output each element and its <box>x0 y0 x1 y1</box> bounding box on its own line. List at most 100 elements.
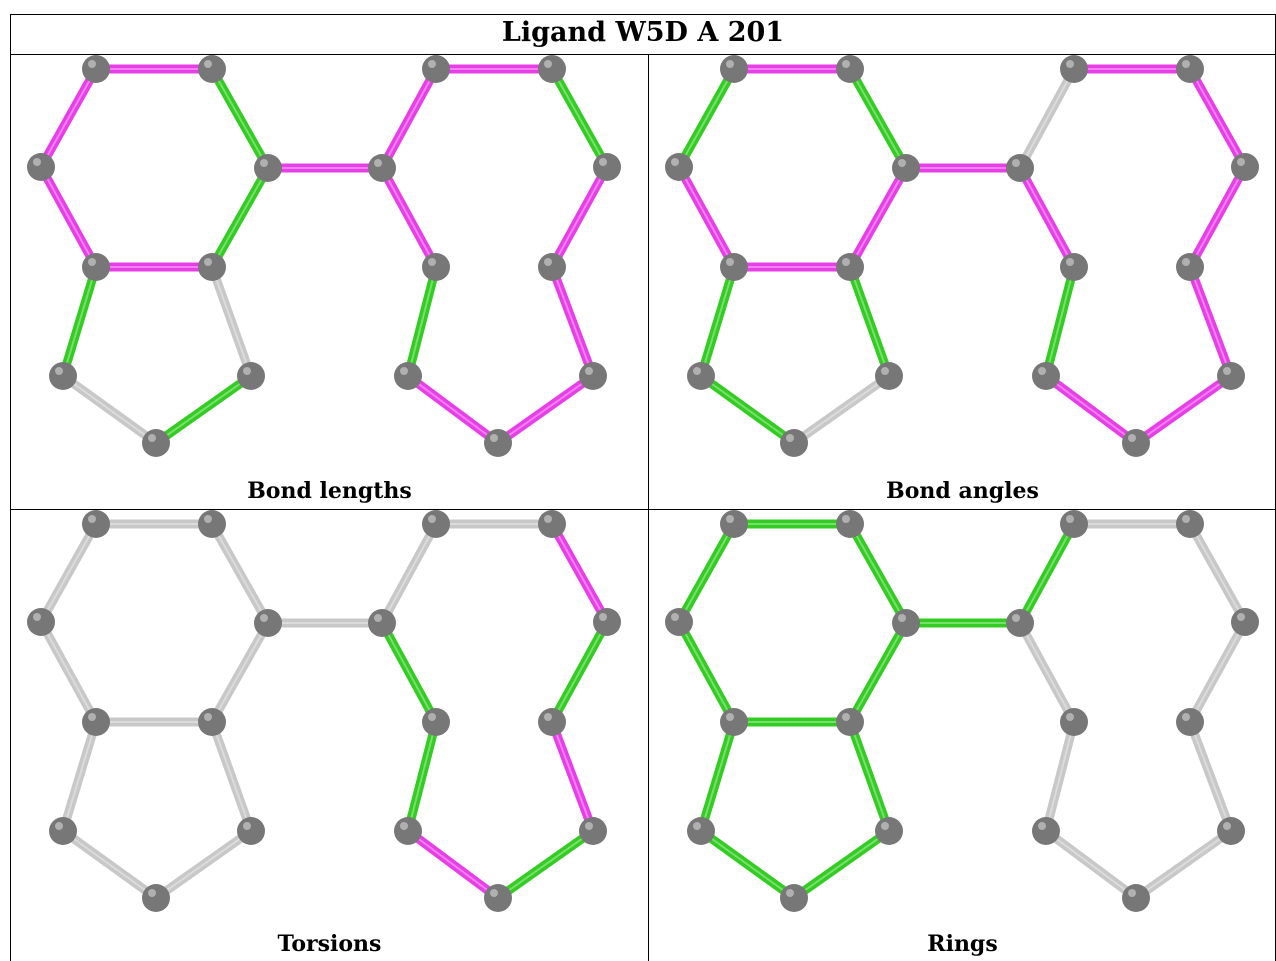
atom-shine-bond-angles-6 <box>693 367 701 375</box>
atom-shine-rings-15 <box>1038 822 1046 830</box>
atom-bond-angles-0 <box>720 55 748 83</box>
bond-highlight-bond-lengths-19 <box>551 266 594 377</box>
atom-bond-lengths-5 <box>198 253 226 281</box>
atom-shine-bond-angles-11 <box>1182 60 1190 68</box>
atom-shine-bond-lengths-1 <box>204 60 212 68</box>
atom-shine-bond-lengths-10 <box>428 60 436 68</box>
bond-torsions-17 <box>403 826 503 903</box>
atom-shine-bond-lengths-6 <box>55 367 63 375</box>
atom-shine-rings-0 <box>726 515 734 523</box>
atom-shine-rings-11 <box>1182 515 1190 523</box>
atom-rings-6 <box>687 817 715 845</box>
page-title: Ligand W5D A 201 <box>501 17 785 48</box>
bond-bond-lengths-18 <box>493 371 598 448</box>
atom-bond-angles-12 <box>1231 153 1259 181</box>
bond-bond-lengths-11 <box>377 64 441 173</box>
bond-bond-lengths-9 <box>58 371 161 448</box>
bond-highlight-rings-7 <box>700 721 735 832</box>
bond-highlight-bond-lengths-16 <box>407 266 437 377</box>
atom-bond-angles-15 <box>1032 362 1060 390</box>
bond-highlight-torsions-10 <box>155 830 252 899</box>
atom-shine-torsions-12 <box>599 613 607 621</box>
atom-shine-rings-5 <box>842 713 850 721</box>
bond-rings-2 <box>845 618 911 727</box>
atom-bond-lengths-8 <box>237 362 265 390</box>
bond-torsions-14 <box>547 617 612 727</box>
atom-torsions-8 <box>237 817 265 845</box>
atom-shine-rings-10 <box>1066 515 1074 523</box>
atom-bond-angles-14 <box>1176 253 1204 281</box>
bond-highlight-bond-angles-1 <box>849 68 907 169</box>
atom-shine-torsions-7 <box>148 889 156 897</box>
atom-shine-torsions-14 <box>544 713 552 721</box>
atom-bond-lengths-17 <box>579 362 607 390</box>
bond-rings-4 <box>674 617 739 727</box>
atom-bond-angles-5 <box>836 253 864 281</box>
atom-bond-lengths-12 <box>593 153 621 181</box>
atom-torsions-14 <box>538 708 566 736</box>
bond-highlight-torsions-11 <box>381 523 437 624</box>
atom-bond-angles-4 <box>720 253 748 281</box>
bond-rings-11 <box>1015 519 1079 628</box>
bond-highlight-rings-9 <box>700 830 795 899</box>
bond-bond-angles-13 <box>1185 64 1250 172</box>
caption-bond-lengths: Bond lengths <box>247 478 412 504</box>
bond-bond-lengths-17 <box>403 371 503 448</box>
column-divider <box>648 54 649 961</box>
bond-highlight-bond-angles-10 <box>793 375 890 444</box>
bond-torsions-7 <box>58 717 101 836</box>
atom-bond-angles-16 <box>1122 429 1150 457</box>
atom-rings-17 <box>1217 817 1245 845</box>
atom-shine-bond-angles-12 <box>1237 158 1245 166</box>
bond-bond-lengths-2 <box>207 163 273 272</box>
bond-highlight-bond-angles-13 <box>1189 68 1246 168</box>
molecule-diagram-rings <box>665 510 1259 912</box>
atom-shine-rings-7 <box>786 889 794 897</box>
panel-torsions: Torsions <box>11 510 648 961</box>
bond-highlight-bond-lengths-4 <box>40 166 97 268</box>
atom-shine-torsions-6 <box>55 822 63 830</box>
atom-shine-bond-lengths-8 <box>243 367 251 375</box>
molecule-diagram-torsions <box>27 510 621 912</box>
bond-rings-1 <box>845 519 911 628</box>
bond-highlight-rings-2 <box>849 622 907 723</box>
atom-bond-lengths-6 <box>49 362 77 390</box>
bond-bond-lengths-19 <box>547 262 598 381</box>
atom-shine-rings-12 <box>1237 613 1245 621</box>
atom-bond-angles-9 <box>1006 154 1034 182</box>
bond-highlight-bond-angles-9 <box>700 375 795 444</box>
atom-rings-15 <box>1032 817 1060 845</box>
bond-highlight-bond-angles-16 <box>1045 266 1075 377</box>
bond-highlight-rings-16 <box>1045 721 1075 832</box>
bond-highlight-bond-lengths-15 <box>381 167 437 268</box>
bond-highlight-torsions-14 <box>551 621 608 723</box>
bond-rings-14 <box>1185 617 1250 727</box>
atom-shine-bond-angles-5 <box>842 258 850 266</box>
atom-shine-torsions-16 <box>490 889 498 897</box>
atom-shine-bond-angles-10 <box>1066 60 1074 68</box>
bond-highlight-rings-1 <box>849 523 907 624</box>
bond-torsions-13 <box>547 519 612 627</box>
bond-rings-9 <box>696 826 799 903</box>
bond-highlight-bond-angles-4 <box>678 166 735 268</box>
caption-torsions: Torsions <box>277 931 382 957</box>
atom-shine-bond-angles-17 <box>1223 367 1231 375</box>
bond-bond-lengths-3 <box>36 64 101 172</box>
atom-shine-bond-lengths-0 <box>88 60 96 68</box>
atom-bond-angles-1 <box>836 55 864 83</box>
atom-rings-10 <box>1060 510 1088 538</box>
atom-torsions-5 <box>198 708 226 736</box>
atom-shine-bond-lengths-17 <box>585 367 593 375</box>
atom-torsions-10 <box>422 510 450 538</box>
bond-bond-angles-16 <box>1041 262 1079 381</box>
bond-highlight-bond-lengths-10 <box>155 375 252 444</box>
bond-highlight-torsions-3 <box>40 523 97 623</box>
atom-torsions-7 <box>142 884 170 912</box>
bond-highlight-bond-lengths-9 <box>62 375 157 444</box>
bond-bond-lengths-14 <box>547 162 612 272</box>
atom-torsions-11 <box>538 510 566 538</box>
bond-highlight-bond-angles-8 <box>849 266 890 377</box>
bond-highlight-rings-8 <box>849 721 890 832</box>
bond-rings-19 <box>1185 717 1236 836</box>
bond-bond-angles-7 <box>696 262 739 381</box>
